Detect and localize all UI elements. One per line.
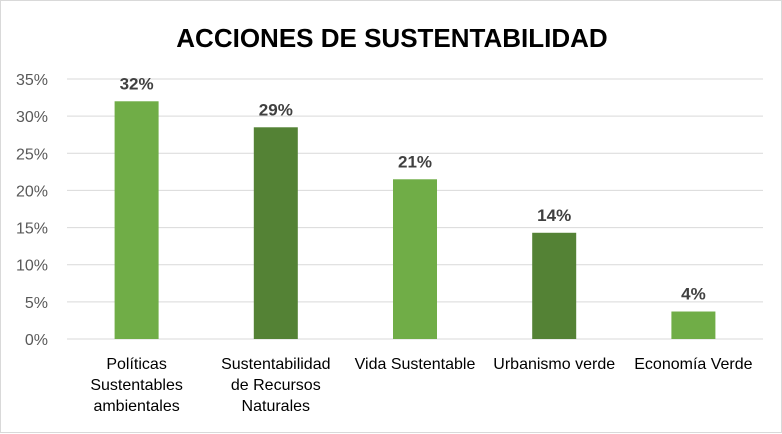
data-label: 21%: [398, 152, 432, 171]
y-axis-ticks: 0% 5% 10% 15% 20% 25% 30% 35%: [16, 72, 48, 349]
y-tick-label: 20%: [16, 183, 48, 200]
chart-title: ACCIONES DE SUSTENTABILIDAD: [176, 23, 607, 53]
y-tick-label: 10%: [16, 258, 48, 275]
x-axis-categories: Políticas Sustentables ambientales Sustenta…: [90, 356, 752, 415]
y-tick-label: 15%: [16, 221, 48, 238]
x-category-label: Políticas: [106, 356, 166, 373]
bar: [393, 179, 437, 339]
bars: [114, 101, 716, 340]
x-category-label: Vida Sustentable: [355, 356, 476, 373]
y-tick-label: 25%: [16, 146, 48, 163]
data-label: 14%: [537, 206, 571, 225]
x-category-label: Urbanismo verde: [493, 356, 615, 373]
bar: [253, 127, 298, 340]
bar: [532, 232, 577, 339]
y-tick-label: 30%: [16, 109, 48, 126]
bar: [114, 101, 159, 340]
data-label: 32%: [120, 74, 154, 93]
x-category-label: Economía Verde: [634, 356, 752, 373]
y-tick-label: 35%: [16, 72, 48, 89]
data-label: 29%: [259, 100, 293, 119]
x-category-label: Sustentabilidad: [221, 356, 330, 373]
x-category-label: de Recursos: [231, 377, 321, 394]
data-label: 4%: [681, 285, 706, 304]
x-category-label: ambientales: [93, 398, 179, 415]
y-tick-label: 0%: [25, 332, 48, 349]
x-category-label: Sustentables: [90, 377, 183, 394]
data-labels: 32% 29% 21% 14% 4%: [120, 74, 706, 303]
bar: [671, 311, 716, 339]
y-tick-label: 5%: [25, 295, 48, 312]
x-category-label: Naturales: [242, 398, 310, 415]
